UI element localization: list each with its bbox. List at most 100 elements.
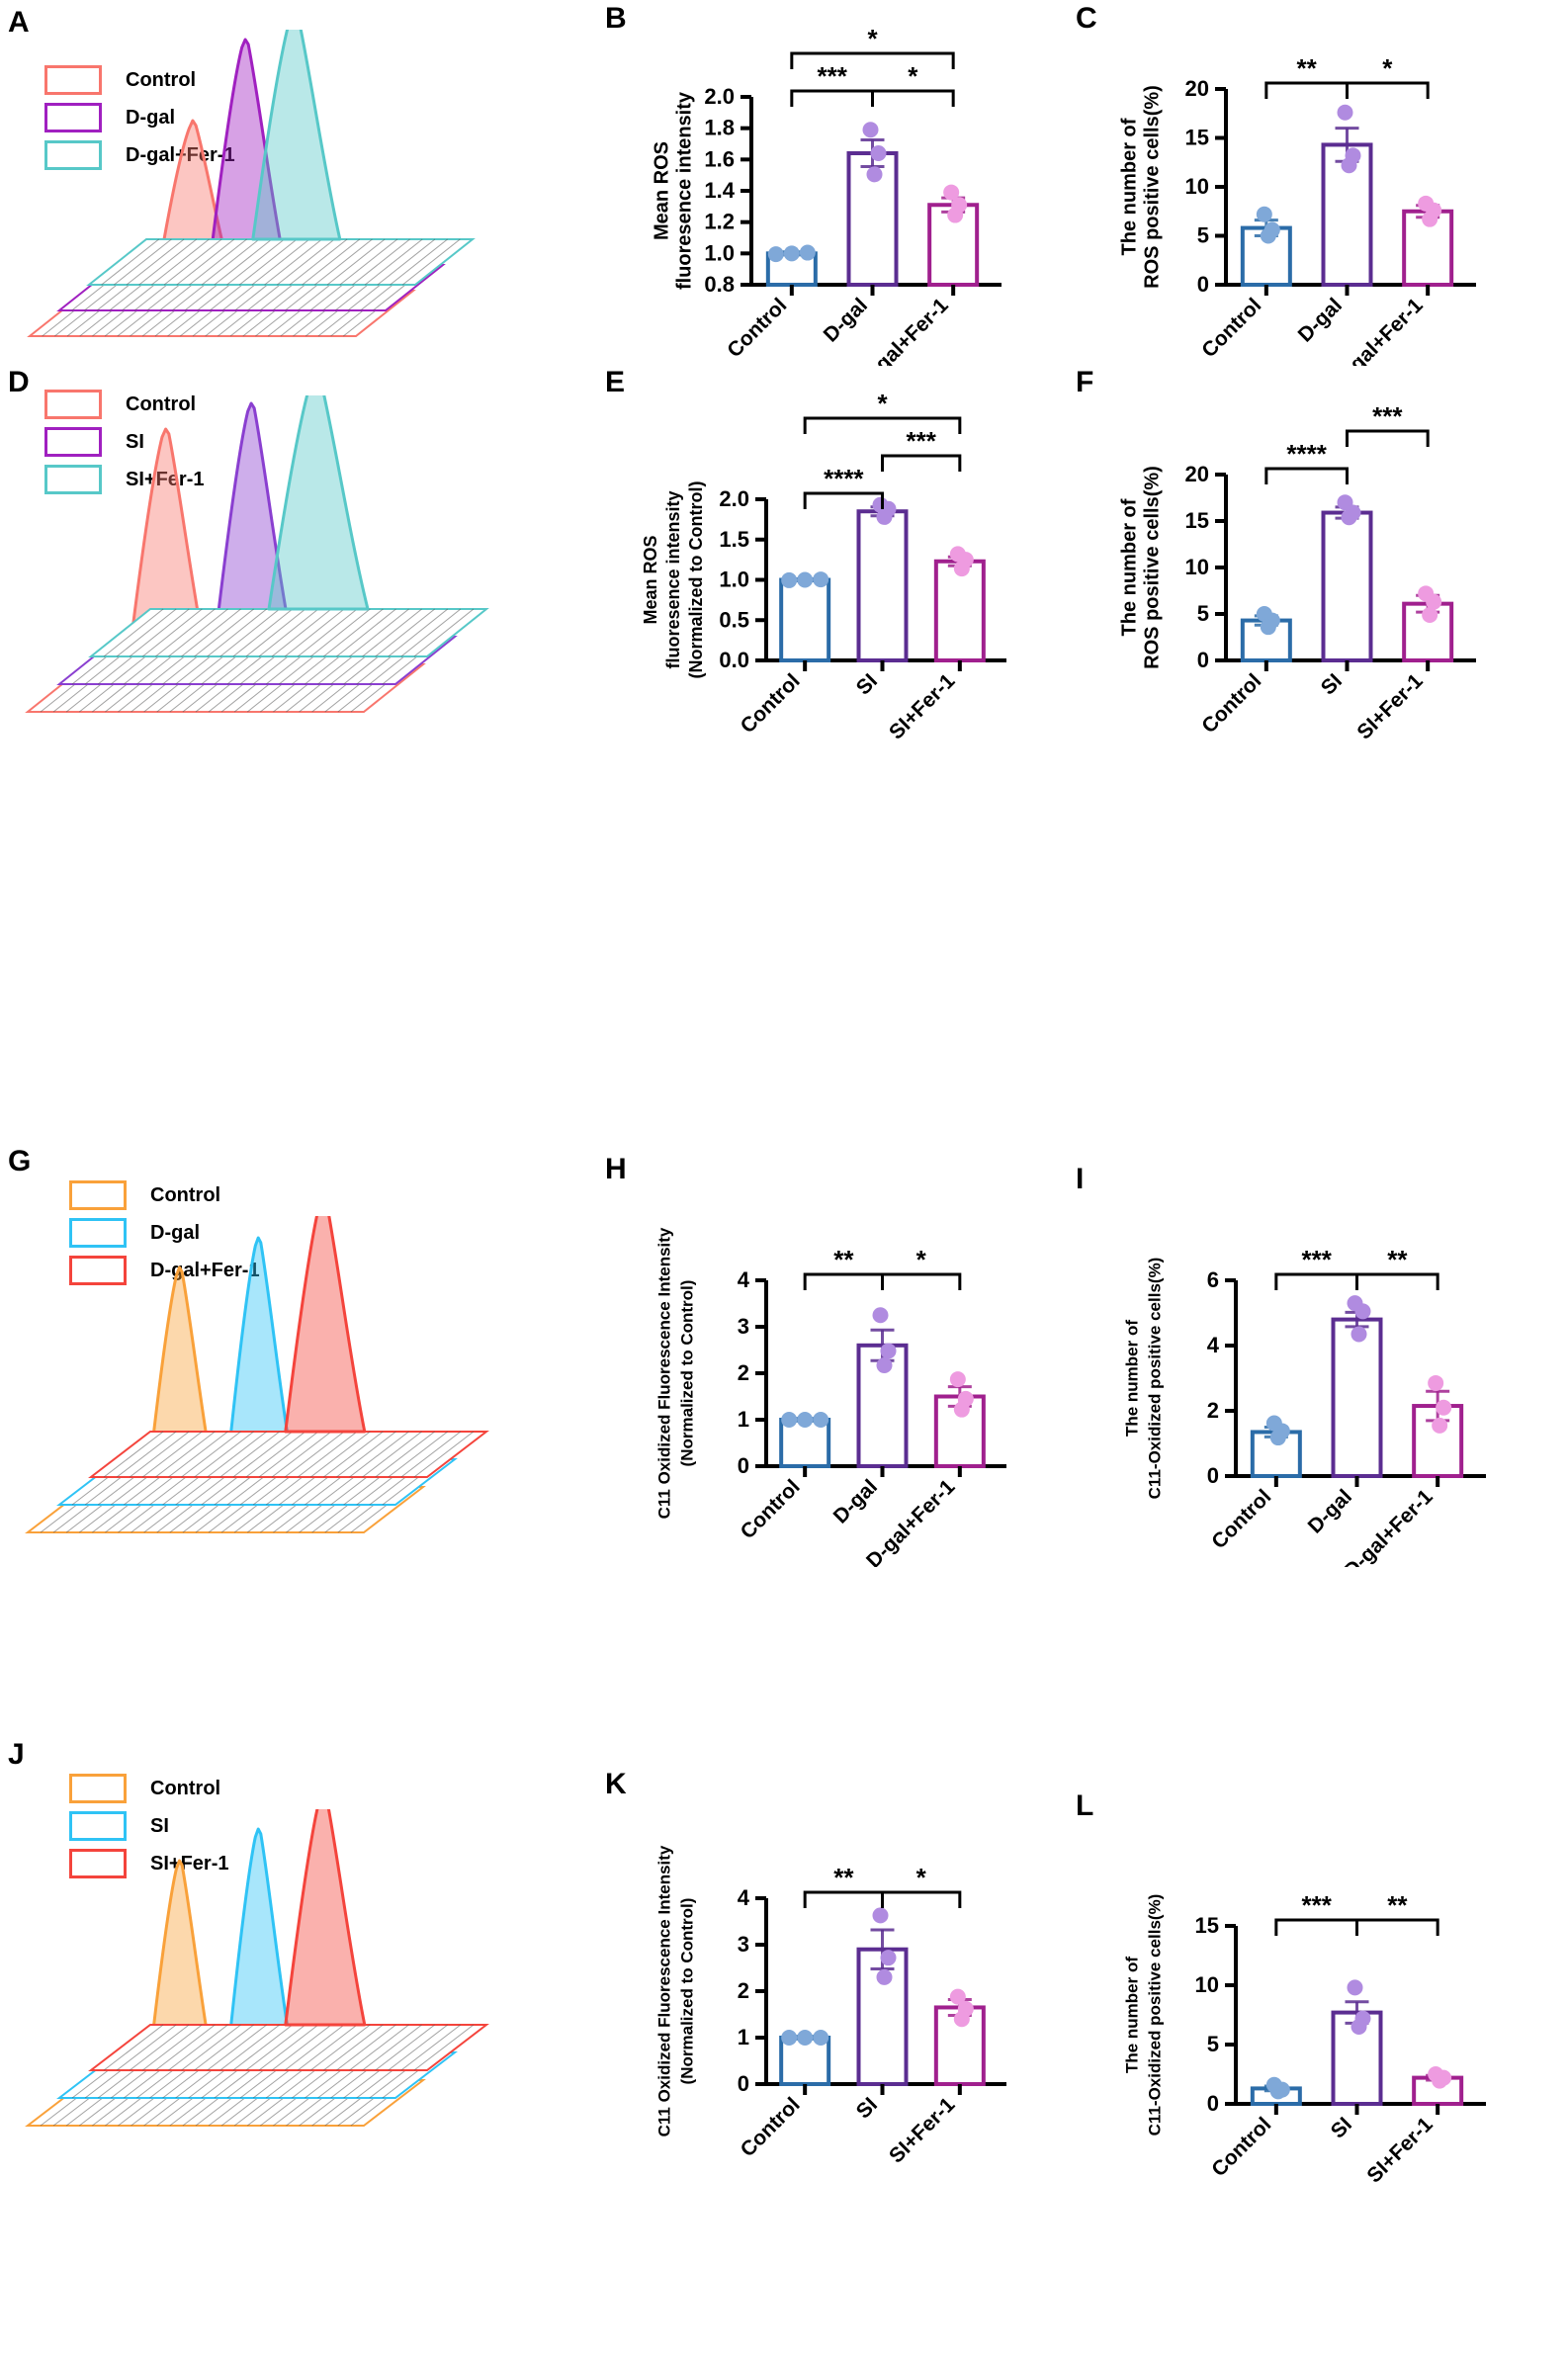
bar [933, 559, 986, 663]
flow-grid-line [326, 238, 386, 286]
data-point [781, 1412, 798, 1428]
flow-grid-line [142, 1431, 203, 1478]
y-axis-tick-label: 0.8 [704, 272, 735, 297]
y-axis-tick-label: 3 [738, 1314, 749, 1339]
flow-grid-line [377, 238, 436, 286]
flow-grid-line [362, 2024, 422, 2071]
data-point [1341, 509, 1357, 526]
data-point [943, 184, 960, 201]
flow-grid-line [277, 238, 335, 286]
y-axis-tick-label: 10 [1185, 555, 1209, 579]
y-axis-tick-label: 1 [738, 1407, 749, 1432]
flow-grid-line [289, 238, 348, 286]
y-axis-tick-label: 2.0 [704, 84, 735, 109]
flow-grid-line [364, 238, 423, 286]
legend-item: SI+Fer-1 [69, 1845, 228, 1882]
y-axis-title-line: The number of [1123, 1957, 1142, 2073]
x-axis-category-label: D-gal [820, 294, 872, 346]
flow-grid-line [349, 1431, 409, 1478]
flow-density-curve [251, 8, 342, 241]
flow-grid-line [207, 608, 268, 657]
data-point [1350, 2019, 1367, 2035]
y-axis-tick-label: 0 [738, 1453, 749, 1478]
flow-grid-line [155, 608, 216, 657]
flow-grid-line [297, 1431, 358, 1478]
significance-label: * [916, 1245, 927, 1274]
x-axis-category-label: SI+Fer-1 [885, 669, 960, 741]
legend-item: Control [44, 386, 204, 423]
panel-letter-e: E [605, 366, 626, 398]
y-axis-title-line: The number of [1119, 498, 1141, 636]
panel-letter-d: D [8, 366, 30, 398]
y-axis-tick-label: 0 [1207, 1463, 1219, 1488]
legend-label: SI+Fer-1 [150, 1852, 229, 1874]
x-axis-category-label: SI+Fer-1 [1352, 669, 1428, 741]
x-axis-category-label: SI+Fer-1 [1362, 2113, 1437, 2188]
data-point [1269, 1430, 1286, 1446]
flow-grid-line [219, 608, 281, 657]
legend-swatch-icon [44, 465, 102, 494]
flow-grid-line [181, 2024, 241, 2071]
flow-grid-line [336, 608, 396, 657]
legend-item: Control [69, 1177, 260, 1214]
y-axis-tick-label: 5 [1197, 223, 1209, 248]
x-axis-category-label: SI [852, 2093, 882, 2123]
x-axis-category-label: SI [1317, 669, 1347, 699]
x-axis-category-label: D-gal+Fer-1 [1340, 1485, 1437, 1567]
flow-grid-line [323, 608, 384, 657]
y-axis-title-line: The number of [1123, 1320, 1142, 1437]
flow-layer [86, 8, 476, 286]
y-axis-tick-label: 5 [1197, 601, 1209, 626]
legend-swatch-icon [69, 1811, 127, 1841]
flow-grid-line [219, 1431, 281, 1478]
significance-bracket [881, 1272, 962, 1290]
flow-histogram-j [10, 1789, 603, 2145]
y-axis-title: C11 Oxidized Fluorescence Intensity (Norm… [655, 1227, 697, 1519]
flow-grid-line [116, 2024, 177, 2071]
legend-label: Control [126, 68, 197, 91]
panel-letter-b: B [605, 2, 627, 35]
legend-swatch-icon [69, 1256, 127, 1285]
y-axis-tick-label: 2 [738, 1978, 749, 2003]
data-point [880, 1343, 897, 1359]
legend-item: D-gal+Fer-1 [69, 1252, 260, 1289]
flow-grid-line [400, 608, 462, 657]
legend-swatch-icon [44, 427, 102, 457]
y-axis-title: The number of C11-Oxidized positive cells… [1123, 1258, 1165, 1500]
data-point [949, 1988, 966, 2005]
data-point [876, 1357, 893, 1374]
flow-grid-line [142, 2024, 203, 2071]
flow-grid-line [176, 238, 235, 286]
y-axis-title-line: C11 Oxidized Fluorescence Intensity [655, 1227, 674, 1519]
flow-density-curve [226, 1827, 294, 2054]
flow-grid-line [129, 608, 190, 657]
significance-label: ** [1387, 1245, 1408, 1274]
significance-label: * [916, 1863, 927, 1892]
bar-chart-h: 0 1 2 3 4 ** * Control D-gal D-gal+Fer-1 C11 Oxidi… [603, 1172, 1028, 1567]
flow-grid-line [388, 1431, 449, 1478]
flow-grid-line [245, 608, 306, 657]
legend-swatch-icon [69, 1180, 127, 1210]
data-point [1269, 2083, 1286, 2100]
flow-density-curve [284, 1194, 367, 1434]
significance-label: * [908, 61, 918, 91]
legend-swatch-icon [69, 1774, 127, 1803]
x-axis-category-label: SI+Fer-1 [885, 2093, 960, 2168]
flow-grid-line [284, 608, 345, 657]
significance-label: * [867, 24, 878, 53]
data-point [797, 1412, 814, 1428]
data-point [1422, 606, 1438, 623]
flow-grid-line [194, 608, 254, 657]
flow-histogram-g [10, 1194, 603, 1552]
data-point [799, 244, 816, 261]
data-point [813, 2030, 829, 2046]
flow-grid-line [232, 608, 294, 657]
flow-grid-line [388, 608, 449, 657]
y-axis-tick-label: 1.6 [704, 146, 735, 171]
flow-grid-line [168, 608, 228, 657]
flow-density-curve [214, 401, 293, 639]
flow-density-curve [226, 1236, 294, 1461]
significance-label: **** [824, 464, 864, 493]
y-axis-tick-label: 2.0 [719, 486, 749, 511]
bar-chart-c: 0 5 10 15 20 ** * Control D-gal D-gal+Fer-1 The nu… [1063, 20, 1508, 366]
